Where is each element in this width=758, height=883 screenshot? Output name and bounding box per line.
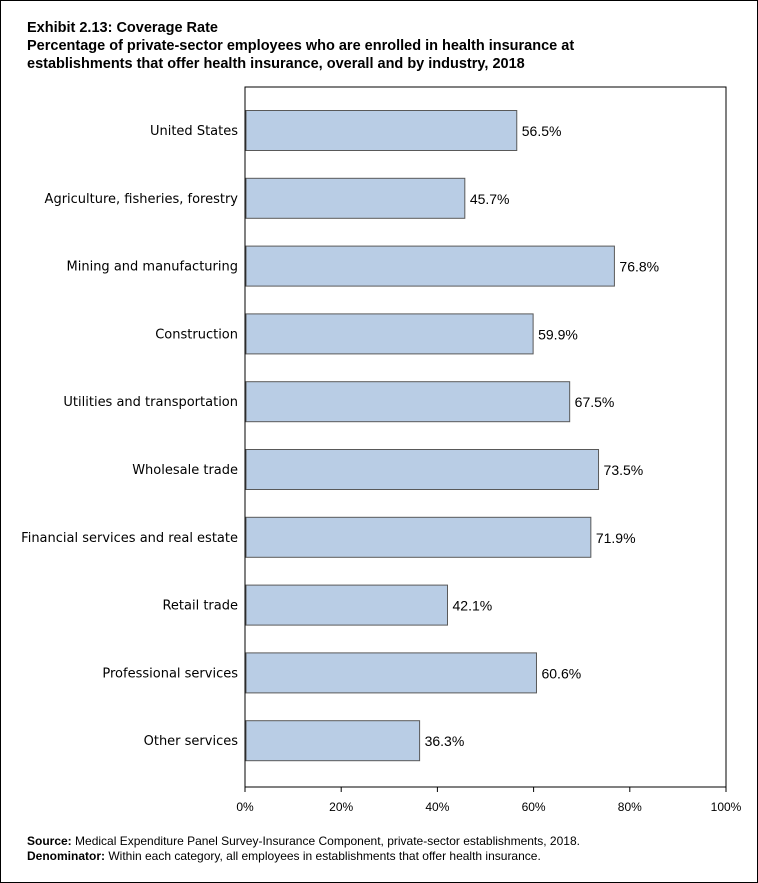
source-label: Source: xyxy=(27,834,72,848)
category-label: Professional services xyxy=(102,666,238,681)
x-tick-label: 80% xyxy=(618,800,642,814)
category-label: Utilities and transportation xyxy=(63,395,238,410)
data-label: 71.9% xyxy=(596,530,636,546)
data-label: 76.8% xyxy=(619,259,659,275)
category-label: Construction xyxy=(155,327,238,342)
bar xyxy=(245,720,421,762)
category-label: Retail trade xyxy=(162,599,238,614)
bar xyxy=(245,245,615,287)
bar xyxy=(245,110,518,151)
data-label: 36.3% xyxy=(425,733,465,749)
data-label: 56.5% xyxy=(522,123,562,139)
x-tick-label: 60% xyxy=(522,800,546,814)
bar xyxy=(245,449,600,490)
denominator-label: Denominator: xyxy=(27,849,105,863)
category-label: Other services xyxy=(144,734,239,749)
footnotes: Source: Medical Expenditure Panel Survey… xyxy=(27,834,580,864)
data-label: 42.1% xyxy=(453,598,493,614)
data-label: 73.5% xyxy=(604,462,644,478)
title-block: Exhibit 2.13: Coverage Rate Percentage o… xyxy=(27,19,747,73)
denominator-text: Within each category, all employees in e… xyxy=(105,849,541,863)
bar xyxy=(245,516,592,558)
source-note: Source: Medical Expenditure Panel Survey… xyxy=(27,834,580,849)
data-label: 45.7% xyxy=(470,191,510,207)
bar xyxy=(245,381,571,423)
category-label: Wholesale trade xyxy=(132,463,238,478)
category-label: Mining and manufacturing xyxy=(67,260,238,275)
chart-title: Exhibit 2.13: Coverage Rate xyxy=(27,20,218,36)
bar xyxy=(245,313,534,355)
category-label: Financial services and real estate xyxy=(21,531,238,546)
bar xyxy=(245,652,537,694)
denominator-note: Denominator: Within each category, all e… xyxy=(27,849,580,864)
data-label: 67.5% xyxy=(575,394,615,410)
x-tick-label: 0% xyxy=(236,800,254,814)
x-tick-label: 100% xyxy=(711,800,742,814)
bar xyxy=(245,584,449,626)
bar xyxy=(245,177,466,219)
data-label: 59.9% xyxy=(538,326,578,342)
x-tick-label: 20% xyxy=(329,800,353,814)
source-text: Medical Expenditure Panel Survey-Insuran… xyxy=(71,834,580,848)
x-tick-label: 40% xyxy=(425,800,449,814)
chart-subtitle-line-1: Percentage of private-sector employees w… xyxy=(27,38,575,54)
data-label: 60.6% xyxy=(541,665,581,681)
category-label: Agriculture, fisheries, forestry xyxy=(45,192,239,207)
category-label: United States xyxy=(150,124,238,139)
chart-subtitle-line-2: establishments that offer health insuran… xyxy=(27,56,525,72)
